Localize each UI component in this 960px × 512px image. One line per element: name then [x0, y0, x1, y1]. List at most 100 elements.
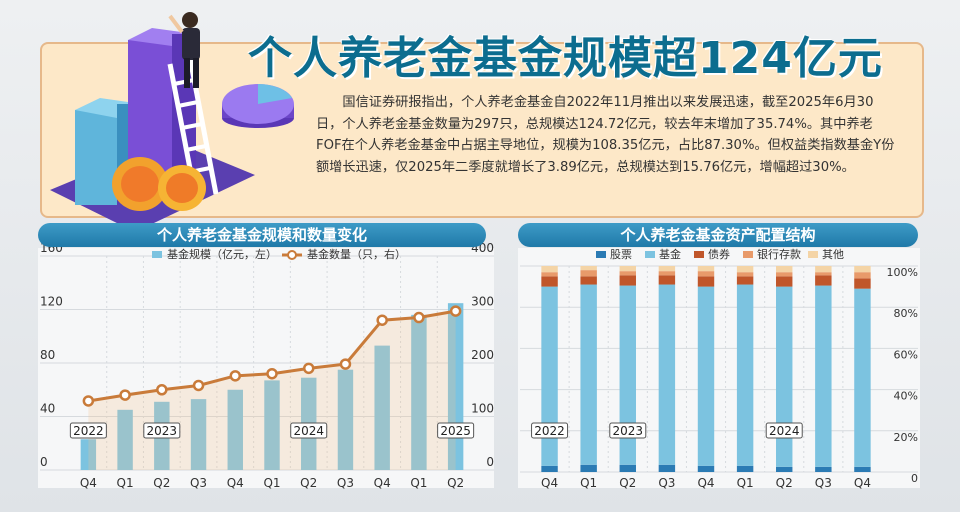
stacked-bar-segment: [697, 286, 715, 466]
stacked-bar-segment: [736, 266, 754, 273]
legend-swatch-count-point: [287, 250, 297, 260]
stacked-bar-segment: [697, 465, 715, 472]
legend-swatch: [645, 251, 655, 258]
coin-icon: [112, 157, 206, 211]
stacked-bar-segment: [619, 464, 636, 472]
line-point: [339, 358, 352, 370]
legend-label: 债券: [708, 247, 730, 261]
x-tick-label: Q1: [263, 476, 280, 490]
person-icon: [168, 12, 200, 88]
x-tick-label: Q1: [737, 476, 754, 490]
legend-swatch-scale: [152, 251, 162, 258]
line-point: [192, 379, 205, 392]
stacked-bar-segment: [658, 271, 676, 276]
x-tick-label: Q1: [117, 476, 134, 490]
y-tick-label: 100%: [887, 266, 918, 279]
y-right-tick-label: 200: [471, 348, 494, 362]
stacked-bar-segment: [736, 284, 754, 466]
stacked-bar-segment: [580, 270, 597, 277]
stacked-bar-segment: [619, 275, 636, 286]
stacked-bar-segment: [815, 272, 832, 276]
stacked-bar-segment: [854, 266, 871, 273]
x-tick-label: Q4: [227, 476, 244, 490]
year-label-box: [609, 422, 647, 439]
legend-swatch: [743, 251, 753, 258]
legend-label: 银行存款: [757, 247, 801, 261]
x-tick-label: Q1: [580, 476, 597, 490]
stacked-bar-segment: [776, 466, 793, 472]
line-point: [449, 305, 462, 317]
x-tick-label: Q1: [410, 476, 427, 490]
stacked-bar-segment: [580, 266, 597, 271]
x-tick-label: Q4: [80, 476, 97, 490]
stacked-bar-segment: [815, 275, 832, 286]
line-point: [376, 314, 388, 326]
bar-scale: [411, 314, 427, 470]
x-tick-label: Q4: [374, 476, 391, 490]
x-tick-label: Q3: [190, 476, 207, 490]
stacked-bar-segment: [541, 286, 558, 466]
x-tick-label: Q4: [854, 476, 871, 490]
y-left-tick-label: 80: [40, 348, 55, 362]
bar-scale: [374, 345, 390, 470]
x-tick-label: Q3: [337, 476, 354, 490]
stacked-bar-segment: [619, 266, 636, 272]
stacked-bar-segment: [736, 272, 754, 277]
line-point: [82, 395, 95, 407]
stacked-bar-segment: [697, 276, 715, 287]
stacked-bar-segment: [541, 272, 558, 277]
page-title: 个人养老金基金规模超124亿元: [248, 33, 883, 84]
bar-scale: [227, 389, 243, 470]
stacked-bar-segment: [697, 271, 715, 277]
x-tick-label: Q2: [153, 476, 170, 490]
x-tick-label: Q2: [447, 476, 464, 490]
bar-scale: [80, 439, 97, 470]
y-tick-label: 0: [911, 472, 918, 485]
legend-swatch: [808, 251, 818, 258]
legend-label: 股票: [610, 248, 632, 261]
line-point: [413, 311, 425, 324]
right-chart-title: 个人养老金基金资产配置结构: [518, 223, 918, 247]
illustration: [50, 12, 294, 232]
bar-scale: [190, 399, 207, 470]
y-left-tick-label: 40: [40, 402, 55, 416]
year-label-box: [143, 422, 181, 439]
stacked-bar-segment: [619, 285, 636, 465]
x-tick-label: Q2: [300, 476, 317, 490]
year-label: 2022: [73, 424, 104, 438]
x-tick-label: Q2: [619, 476, 636, 490]
year-label: 2024: [769, 424, 800, 438]
legend-label-scale: 基金规模（亿元，左）: [167, 247, 277, 261]
legend-label: 其他: [822, 248, 844, 261]
line-point: [156, 384, 168, 396]
x-tick-label: Q3: [658, 476, 675, 490]
stacked-bar-segment: [541, 266, 558, 273]
y-left-tick-label: 120: [40, 295, 63, 309]
intro-text: 国信证券研报指出，个人养老金基金自2022年11月推出以来发展迅速，截至2025…: [316, 95, 895, 175]
stacked-bar-segment: [541, 465, 558, 472]
stacked-bar-segment: [854, 466, 871, 472]
y-right-tick-label: 300: [471, 295, 494, 309]
year-label-box: [437, 422, 475, 439]
stacked-bar-segment: [815, 285, 832, 467]
stacked-bar-segment: [736, 276, 754, 285]
year-label: 2022: [534, 424, 565, 438]
y-right-tick-label: 100: [471, 402, 494, 416]
legend-label: 基金: [659, 247, 681, 261]
y-tick-label: 20%: [894, 431, 918, 444]
stacked-bar-segment: [815, 466, 832, 472]
stacked-bar-segment: [854, 272, 871, 279]
stacked-bar-segment: [776, 276, 793, 287]
x-tick-label: Q2: [776, 476, 793, 490]
stacked-bar-segment: [776, 272, 793, 277]
stacked-bar-segment: [580, 284, 597, 465]
y-tick-label: 40%: [894, 390, 918, 403]
x-tick-label: Q3: [815, 476, 832, 490]
stacked-bar-segment: [697, 266, 715, 272]
year-label-box: [69, 422, 107, 439]
stacked-bar-segment: [580, 276, 597, 285]
year-label-box: [531, 422, 569, 439]
stacked-bar-segment: [776, 286, 793, 467]
